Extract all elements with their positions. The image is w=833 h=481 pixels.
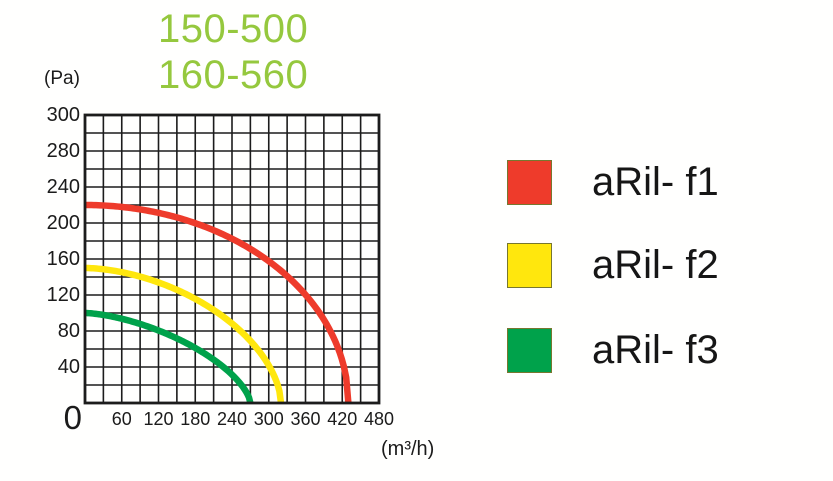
chart-title: 150-500 160-560 bbox=[158, 6, 308, 98]
legend-item: aRil- f1 bbox=[507, 160, 719, 205]
x-tick-label: 240 bbox=[216, 409, 248, 429]
y-tick-label: 300 bbox=[46, 104, 80, 126]
y-tick-label: 200 bbox=[46, 212, 80, 234]
y-tick-label: 40 bbox=[57, 356, 80, 378]
x-tick-label: 360 bbox=[290, 409, 321, 429]
origin-label: 0 bbox=[63, 399, 82, 436]
x-axis-unit-label: (m³/h) bbox=[381, 438, 435, 460]
chart-title-line2: 160-560 bbox=[158, 53, 309, 97]
legend-swatch-1 bbox=[507, 160, 552, 205]
y-tick-label: 120 bbox=[46, 284, 80, 306]
x-tick-label: 300 bbox=[253, 409, 284, 429]
chart-title-line1: 150-500 bbox=[158, 7, 309, 51]
plot-border bbox=[83, 113, 381, 405]
x-tick-label: 120 bbox=[143, 409, 174, 429]
x-tick-label: 180 bbox=[180, 409, 211, 429]
legend-swatch-2 bbox=[507, 243, 552, 288]
x-tick-label: 480 bbox=[363, 409, 395, 429]
legend-item: aRil- f2 bbox=[507, 243, 719, 288]
y-tick-label: 280 bbox=[46, 140, 80, 162]
curve-aril-f2 bbox=[85, 264, 285, 403]
legend-item: aRil- f3 bbox=[507, 328, 719, 373]
performance-curves bbox=[85, 201, 352, 403]
curve-aril-f3 bbox=[85, 309, 254, 403]
x-tick-label: 420 bbox=[327, 409, 358, 429]
curve-aril-f1 bbox=[85, 201, 352, 403]
performance-curve-plot bbox=[83, 113, 381, 405]
y-tick-label: 240 bbox=[46, 176, 80, 198]
y-tick-label: 160 bbox=[46, 248, 80, 270]
y-axis-unit-label: (Pa) bbox=[44, 68, 80, 89]
legend-label-3: aRil- f3 bbox=[592, 328, 719, 372]
legend-label-2: aRil- f2 bbox=[592, 243, 719, 287]
x-tick-label: 60 bbox=[111, 409, 132, 429]
grid-lines bbox=[85, 115, 379, 403]
legend-label-1: aRil- f1 bbox=[592, 160, 719, 204]
legend-swatch-3 bbox=[507, 328, 552, 373]
y-tick-label: 80 bbox=[57, 320, 80, 342]
